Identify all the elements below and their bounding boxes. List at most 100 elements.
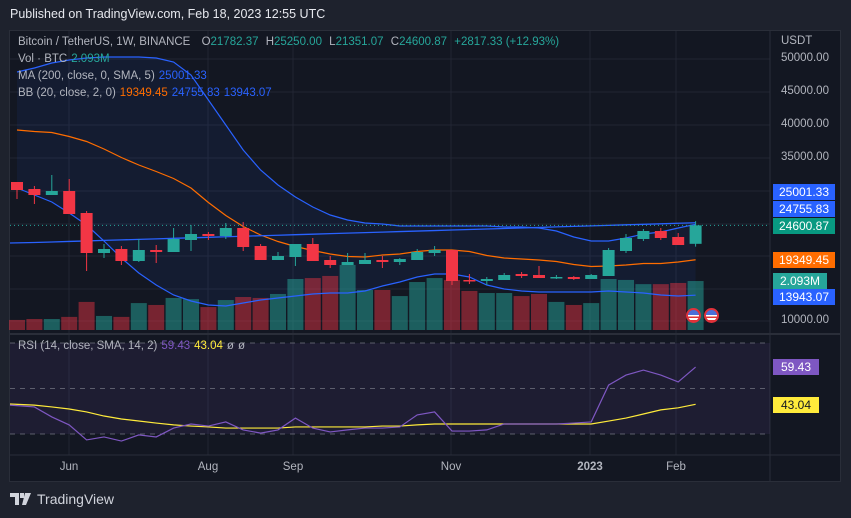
volume-bar — [200, 307, 217, 330]
candle-body — [98, 249, 110, 253]
candle-body — [533, 274, 545, 278]
symbol-title[interactable]: Bitcoin / TetherUS, 1W, BINANCE — [18, 36, 191, 48]
volume-bar — [270, 293, 286, 330]
volume-bar — [548, 301, 565, 330]
time-tick: Aug — [197, 461, 219, 473]
bb-lower-price-tag: 13943.07 — [773, 289, 835, 305]
volume-bar — [165, 297, 182, 330]
volume-bar — [96, 315, 112, 330]
candle-body — [11, 181, 23, 190]
candle-body — [167, 239, 180, 253]
ma-label: MA (200, close, 0, SMA, 5) — [18, 70, 155, 82]
open-value: 21782.37 — [210, 36, 259, 48]
rsi-tag: 59.43 — [773, 359, 819, 375]
time-tick: 2023 — [577, 461, 603, 473]
volume-bar — [26, 319, 43, 330]
bb-upper-line — [16, 56, 696, 242]
rsi-ma-value: 43.04 — [194, 340, 223, 352]
bb-lower-value: 13943.07 — [223, 87, 272, 99]
volume-tag: 2.093M — [773, 273, 827, 289]
bb-basis-price-tag: 19349.45 — [773, 252, 835, 268]
volume-bar — [78, 301, 95, 330]
volume-bar — [461, 290, 478, 330]
bb-basis-value: 19349.45 — [119, 87, 168, 99]
volume-bar — [391, 296, 408, 330]
candle-body — [654, 231, 667, 238]
time-tick: Jun — [59, 461, 79, 473]
candle-body — [393, 258, 406, 262]
candle-body — [550, 276, 563, 279]
low-label: L — [329, 36, 336, 48]
close-value: 24600.87 — [399, 36, 448, 48]
volume-bar — [409, 282, 426, 330]
candle-body — [672, 237, 685, 246]
bb-lower-line — [16, 187, 696, 307]
volume-bar — [113, 316, 130, 330]
volume-legend[interactable]: Vol · BTC 2.093M — [18, 53, 114, 65]
candle-body — [376, 259, 389, 262]
candle-body — [359, 259, 371, 265]
volume-bar — [635, 284, 652, 330]
candle-body — [428, 249, 441, 253]
volume-bar — [217, 300, 234, 330]
bb-fill — [17, 57, 696, 307]
price-tick: 45000.00 — [781, 85, 829, 97]
bb-label: BB (20, close, 2, 0) — [18, 87, 116, 99]
volume-bar — [304, 278, 321, 330]
candle-body — [324, 259, 337, 265]
candle-body — [63, 191, 76, 214]
volume-bar — [652, 284, 669, 330]
volume-bar — [339, 264, 356, 330]
bb-upper-value: 24755.83 — [171, 87, 220, 99]
tradingview-logo[interactable]: TradingView — [10, 491, 114, 507]
volume-bar — [600, 278, 617, 330]
volume-bar — [444, 279, 460, 330]
volume-bar — [513, 296, 530, 330]
price-tick: 40000.00 — [781, 118, 829, 130]
candle-body — [272, 255, 284, 260]
time-tick: Sep — [282, 461, 304, 473]
tradingview-logo-icon — [10, 493, 31, 505]
volume-bar — [583, 303, 600, 330]
candle-body — [602, 249, 615, 277]
bb-upper-price-tag: 24755.83 — [773, 201, 835, 217]
volume-bar — [426, 278, 443, 330]
volume-bar — [130, 303, 147, 330]
volume-bar — [670, 282, 687, 330]
last-price-tag: 24600.87 — [773, 218, 835, 234]
candle-body — [219, 227, 232, 237]
candle-body — [28, 188, 41, 195]
rsi-legend[interactable]: RSI (14, close, SMA, 14, 2) 59.43 43.04 ø ø — [18, 340, 249, 352]
brand-name: TradingView — [37, 491, 115, 507]
volume-bar — [618, 279, 634, 330]
candle-body — [463, 279, 476, 282]
rsi-ma-line — [9, 403, 696, 429]
time-tick: Nov — [440, 461, 462, 473]
currency-label[interactable]: USDT — [781, 35, 813, 47]
price-tick: 50000.00 — [781, 52, 829, 64]
rsi-line — [9, 366, 696, 442]
ma200-line — [9, 222, 696, 244]
candle-body — [185, 234, 197, 241]
candle-body — [80, 212, 93, 253]
us-flag-event-icon[interactable] — [704, 308, 719, 323]
candle-body — [446, 249, 458, 281]
volume-bar — [565, 304, 582, 330]
us-flag-event-icon[interactable] — [686, 308, 701, 323]
candle-body — [45, 191, 58, 195]
candle-body — [567, 276, 580, 280]
volume-bar — [287, 278, 304, 330]
candle-body — [237, 227, 250, 247]
bb-legend[interactable]: BB (20, close, 2, 0) 19349.45 24755.83 1394… — [18, 87, 276, 99]
volume-bar — [496, 293, 513, 330]
ma-legend[interactable]: MA (200, close, 0, SMA, 5) 25001.33 — [18, 70, 211, 82]
close-label: C — [390, 36, 400, 48]
candle-body — [341, 261, 354, 265]
candle-body — [689, 225, 702, 244]
high-label: H — [265, 36, 274, 48]
candle-body — [637, 231, 650, 240]
candle-body — [115, 249, 128, 262]
symbol-legend: Bitcoin / TetherUS, 1W, BINANCE O21782.3… — [18, 36, 563, 48]
rsi-ma-tag: 43.04 — [773, 397, 819, 413]
